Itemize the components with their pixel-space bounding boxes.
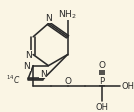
Text: O: O bbox=[64, 76, 71, 85]
Text: N: N bbox=[40, 69, 47, 78]
Text: OH: OH bbox=[96, 102, 109, 111]
Text: $^{14}$C: $^{14}$C bbox=[5, 73, 20, 85]
Text: O: O bbox=[98, 60, 105, 69]
Text: N: N bbox=[25, 51, 31, 59]
Text: OH: OH bbox=[121, 81, 134, 90]
Text: N: N bbox=[45, 14, 52, 23]
Text: NH$_2$: NH$_2$ bbox=[58, 8, 77, 20]
Text: P: P bbox=[99, 76, 105, 85]
Text: N: N bbox=[23, 62, 30, 71]
